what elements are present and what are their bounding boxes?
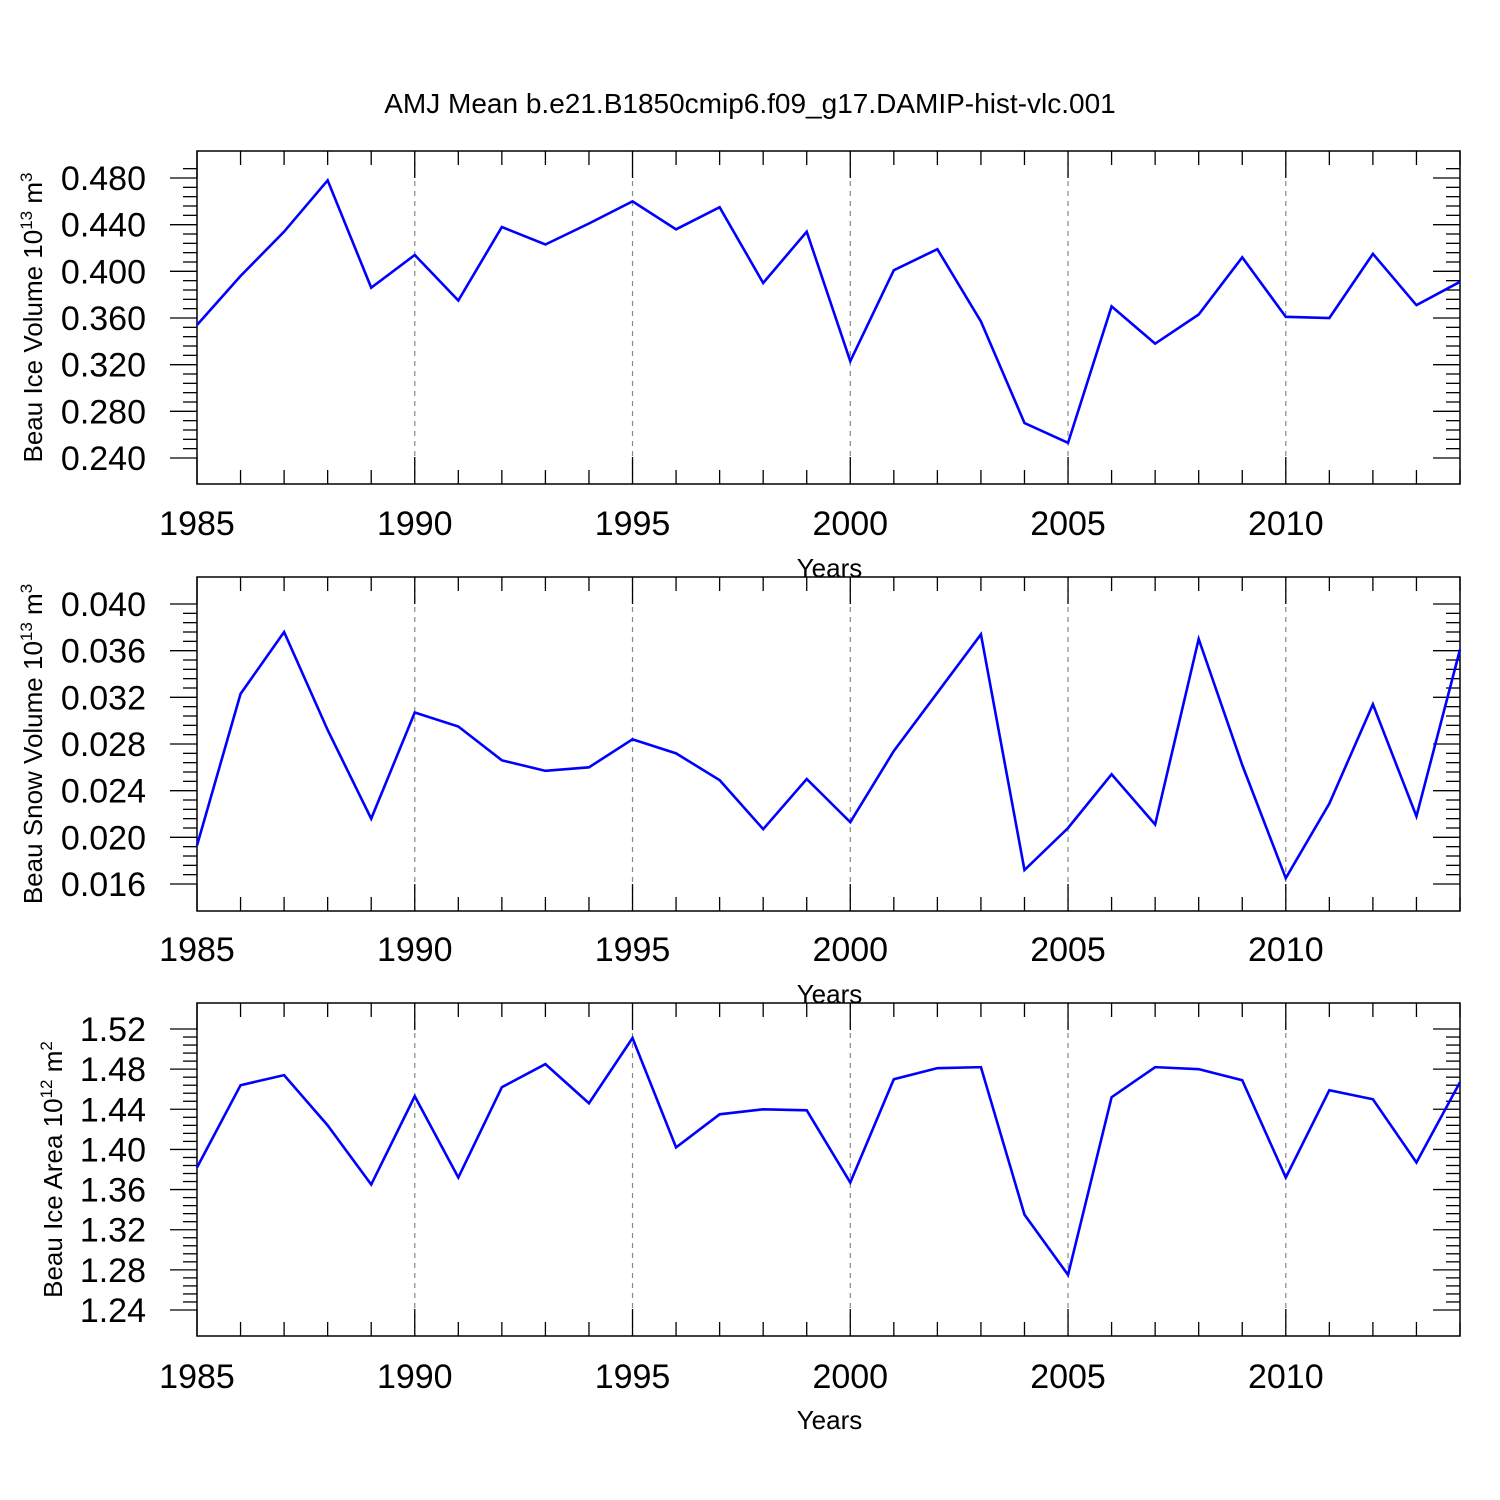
y-axis-title-unit: m xyxy=(38,1051,68,1080)
y-tick-label: 1.32 xyxy=(80,1212,146,1250)
y-axis-title-exponent: 13 xyxy=(17,211,36,230)
y-tick-label: 0.016 xyxy=(61,866,146,904)
x-tick-label: 2000 xyxy=(812,1358,888,1396)
x-tick-label: 2010 xyxy=(1248,931,1324,969)
y-axis-title-unit-exponent: 3 xyxy=(17,173,36,182)
y-axis-title-unit-exponent: 3 xyxy=(17,584,36,593)
y-tick-label: 0.360 xyxy=(61,300,146,338)
x-tick-label: 2010 xyxy=(1248,1358,1324,1396)
x-tick-label: 2000 xyxy=(812,505,888,543)
y-tick-label: 1.48 xyxy=(80,1051,146,1089)
series-line xyxy=(196,177,1461,445)
chart-panel-1: 1985 1990 1995 2000 2005 2010 0.240 0.280 0.320 0… xyxy=(17,150,1461,583)
plot-frame xyxy=(196,150,1461,485)
x-tick-label: 2005 xyxy=(1030,505,1106,543)
y-tick-label: 0.400 xyxy=(61,253,146,291)
chart-panel-2: 1985 1990 1995 2000 2005 2010 0.016 0.020 0.024 0… xyxy=(17,576,1462,1009)
x-axis-title: Years xyxy=(797,979,863,1009)
x-tick-label: 2000 xyxy=(812,931,888,969)
x-tick-label: 2005 xyxy=(1030,931,1106,969)
x-tick-label: 1995 xyxy=(595,1358,671,1396)
x-tick-label: 1985 xyxy=(159,931,235,969)
x-tick-label: 1985 xyxy=(159,1358,235,1396)
y-tick-label: 0.024 xyxy=(61,773,146,811)
x-tick-label: 2005 xyxy=(1030,1358,1106,1396)
y-axis-title-text: Beau Snow Volume 10 xyxy=(18,641,48,904)
y-axis-title-text: Beau Ice Area 10 xyxy=(38,1098,68,1297)
chart-panel-3: 1985 1990 1995 2000 2005 2010 1.241.281.321.36… xyxy=(37,1002,1462,1435)
y-tick-label: 1.40 xyxy=(80,1131,146,1169)
y-axis-title: Beau Ice Area 1012 m2 xyxy=(37,1041,68,1298)
y-axis-title-unit-exponent: 2 xyxy=(37,1041,56,1050)
panels: 1985 1990 1995 2000 2005 2010 0.240 0.280 0.320 0… xyxy=(17,150,1462,1435)
x-tick-label: 2010 xyxy=(1248,505,1324,543)
y-tick-label: 0.320 xyxy=(61,347,146,385)
x-tick-label: 1995 xyxy=(595,931,671,969)
x-tick-label: 1985 xyxy=(159,505,235,543)
y-axis-title-unit: m xyxy=(18,593,48,622)
y-tick-label: 0.020 xyxy=(61,819,146,857)
y-axis-title: Beau Ice Volume 1013 m3 xyxy=(17,173,48,463)
plot-frame xyxy=(196,576,1461,912)
x-axis-title: Years xyxy=(797,1405,863,1435)
y-tick-label: 0.036 xyxy=(61,633,146,671)
y-axis-title-text: Beau Ice Volume 10 xyxy=(18,230,48,463)
x-tick-label: 1990 xyxy=(377,505,453,543)
series-line xyxy=(195,629,1462,882)
y-axis-title-exponent: 13 xyxy=(17,622,36,641)
y-axis-title-unit: m xyxy=(18,182,48,211)
series-line xyxy=(195,1035,1462,1278)
y-tick-label: 0.040 xyxy=(61,586,146,624)
y-tick-label: 1.28 xyxy=(80,1252,146,1290)
y-tick-label: 0.028 xyxy=(61,726,146,764)
y-tick-label: 1.44 xyxy=(80,1091,146,1129)
y-tick-label: 0.240 xyxy=(61,440,146,478)
y-tick-label: 1.36 xyxy=(80,1172,146,1210)
y-tick-label: 0.440 xyxy=(61,207,146,245)
x-tick-label: 1995 xyxy=(595,505,671,543)
y-tick-label: 1.52 xyxy=(80,1011,146,1049)
y-axis-title-exponent: 12 xyxy=(37,1079,56,1098)
y-tick-label: 1.24 xyxy=(80,1292,146,1330)
x-axis-title: Years xyxy=(797,553,863,583)
plot-frame xyxy=(196,1002,1461,1337)
y-tick-label: 0.280 xyxy=(61,393,146,431)
chart-title: AMJ Mean b.e21.B1850cmip6.f09_g17.DAMIP-… xyxy=(384,88,1116,119)
x-tick-label: 1990 xyxy=(377,1358,453,1396)
x-tick-label: 1990 xyxy=(377,931,453,969)
y-axis-title: Beau Snow Volume 1013 m3 xyxy=(17,584,48,904)
y-tick-label: 0.480 xyxy=(61,160,146,198)
y-tick-label: 0.032 xyxy=(61,679,146,717)
